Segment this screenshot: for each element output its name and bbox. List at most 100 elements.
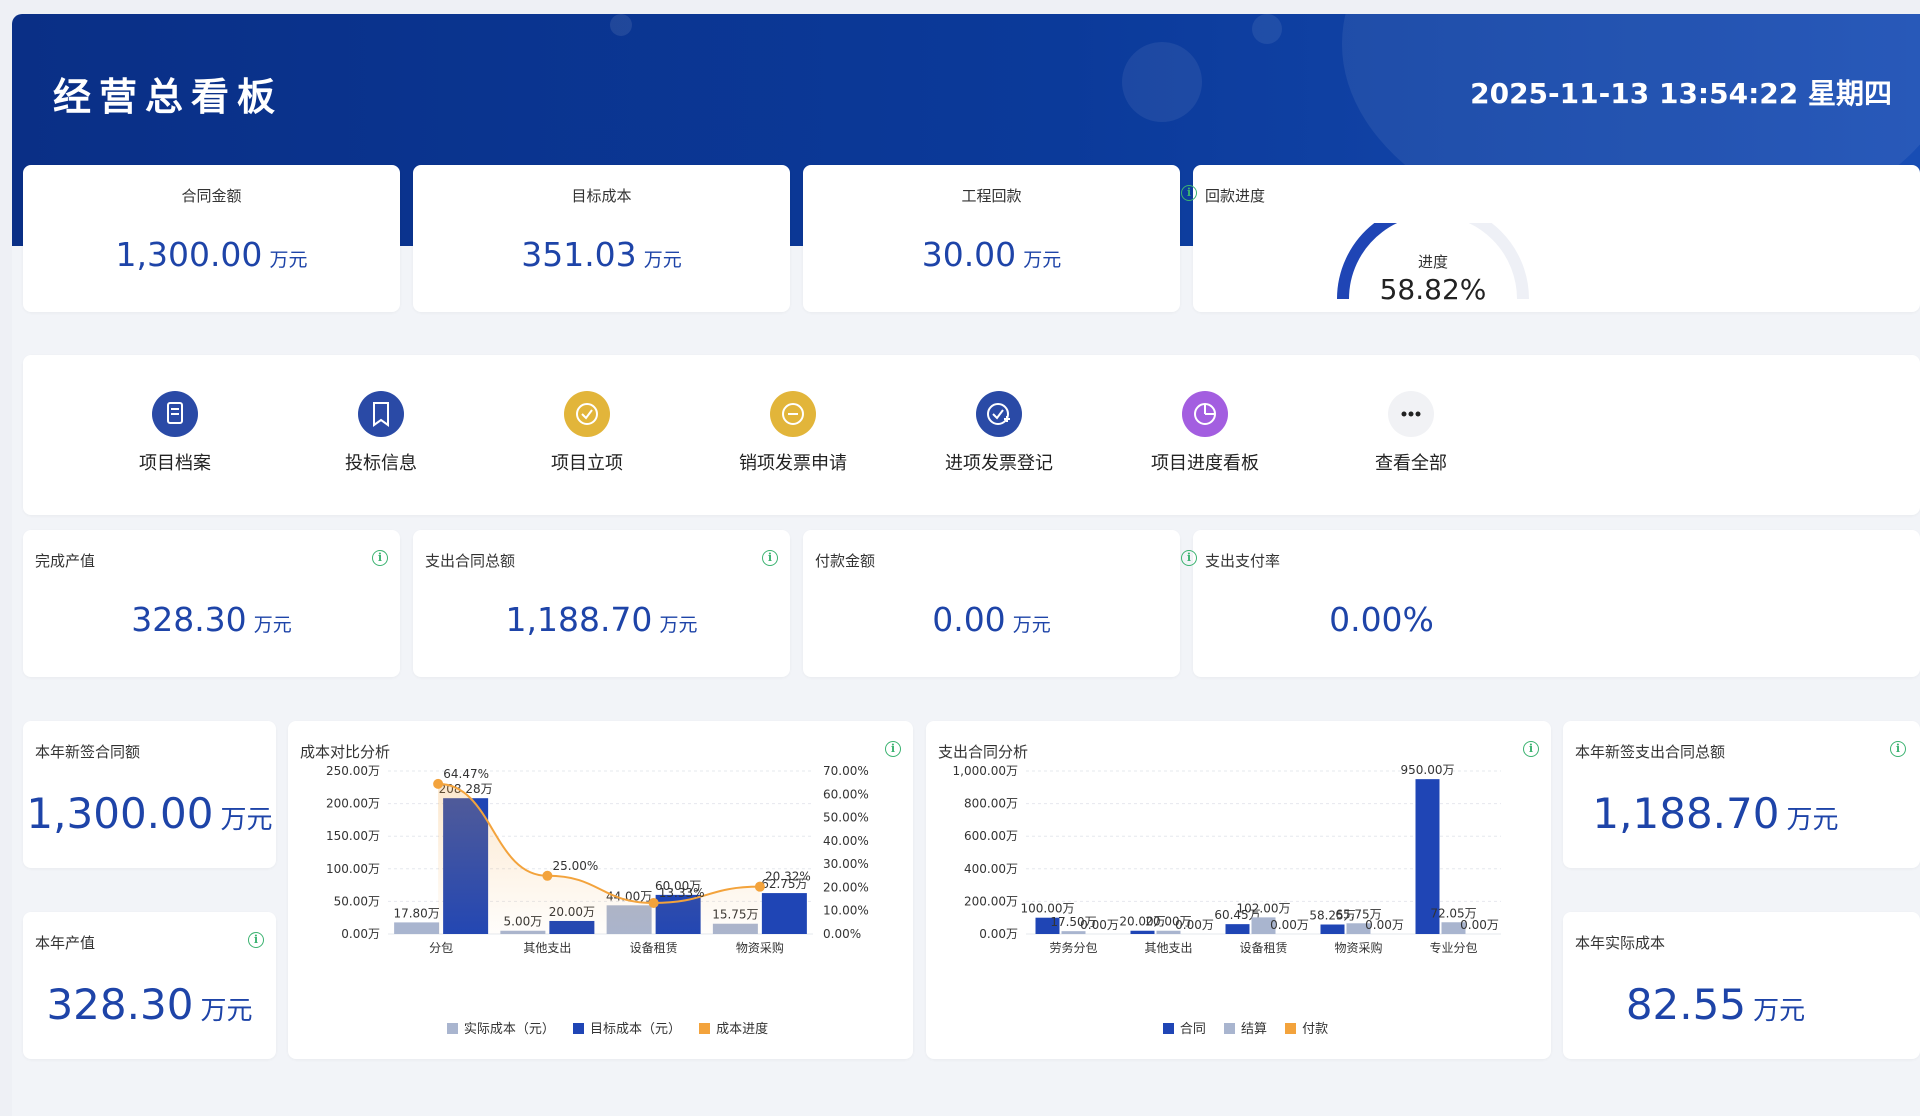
payment-rate-value: 0.00% (1329, 600, 1434, 639)
bookmark-icon (358, 391, 404, 437)
bar (1346, 923, 1371, 934)
info-icon[interactable]: i (1181, 550, 1197, 566)
card-title: 工程回款 (961, 187, 1022, 205)
progress-line (438, 782, 760, 904)
gauge-label: 进度 (1418, 253, 1448, 271)
contract-amount-value: 1,300.00 万元 (115, 235, 308, 274)
shortcut-label: 项目立项 (551, 453, 623, 474)
new-contract-card[interactable]: 本年新签合同额 1,300.00 万元 (23, 721, 276, 868)
card-title: 合同金额 (181, 187, 242, 205)
shortcut-purchase-invoice[interactable]: 进项发票登记 (919, 391, 1079, 475)
target-cost-card[interactable]: 目标成本 351.03 万元 (413, 165, 790, 312)
payment-rate-card[interactable]: 支出支付率 i 0.00% (1181, 530, 1920, 677)
legend-label: 合同 (1179, 1022, 1206, 1037)
card-title: 付款金额 (815, 552, 876, 570)
legend-label: 付款 (1302, 1022, 1329, 1037)
info-icon[interactable]: i (1181, 185, 1197, 201)
line-area (438, 783, 760, 934)
shortcut-label: 项目进度看板 (1151, 453, 1259, 474)
shortcut-bid-info[interactable]: 投标信息 (301, 391, 461, 475)
payback-gauge: 进度 58.82% (1337, 223, 1529, 303)
shortcut-project-initiation[interactable]: 项目立项 (507, 391, 667, 475)
bar (1225, 924, 1250, 934)
y-tick-label: 250.00万 (326, 764, 380, 778)
shortcut-project-archive[interactable]: 项目档案 (95, 391, 255, 475)
info-icon[interactable]: i (885, 741, 901, 757)
shortcut-label: 项目档案 (139, 453, 211, 474)
legend-swatch (699, 1023, 711, 1034)
y2-tick-label: 20.00% (823, 880, 869, 894)
shortcut-progress-board[interactable]: 项目进度看板 (1125, 391, 1285, 475)
info-icon[interactable]: i (1523, 741, 1539, 757)
info-icon[interactable]: i (1890, 741, 1906, 757)
legend-swatch (1162, 1023, 1174, 1034)
shortcut-label: 进项发票登记 (945, 453, 1053, 474)
info-icon[interactable]: i (372, 550, 388, 566)
chart-legend: 实际成本（元） 目标成本（元） 成本进度 (288, 1018, 913, 1037)
new-expense-contract-card[interactable]: 本年新签支出合同总额 i 1,188.70 万元 (1563, 721, 1920, 868)
y2-tick-label: 40.00% (823, 834, 869, 848)
bar (1061, 931, 1086, 934)
annual-output-value: 328.30 万元 (46, 980, 253, 1029)
expense-contract-total-card[interactable]: 支出合同总额 i 1,188.70 万元 (413, 530, 790, 677)
card-title: 支出合同总额 (425, 552, 516, 570)
expense-contract-total-value: 1,188.70 万元 (505, 600, 698, 639)
minus-circle-icon (770, 391, 816, 437)
shortcut-label: 查看全部 (1375, 453, 1447, 474)
gauge-value: 58.82% (1380, 273, 1487, 303)
bar-data-label: 0.00万 (1080, 918, 1119, 932)
target-cost-value: 351.03 万元 (521, 235, 682, 274)
line-point (433, 778, 444, 789)
card-title: 本年新签合同额 (35, 743, 141, 761)
project-payback-card[interactable]: 工程回款 30.00 万元 (803, 165, 1180, 312)
info-icon[interactable]: i (248, 932, 264, 948)
payback-progress-card[interactable]: 回款进度 i 进度 58.82% (1181, 165, 1920, 312)
y-tick-label: 200.00万 (964, 894, 1018, 908)
new-contract-value: 1,300.00 万元 (26, 789, 273, 838)
x-tick-label: 专业分包 (1429, 940, 1477, 955)
line-data-label: 13.33% (659, 886, 705, 900)
bar (1130, 930, 1155, 934)
shortcut-view-all[interactable]: 查看全部 (1331, 391, 1491, 475)
file-icon (152, 391, 198, 437)
legend-label: 成本进度 (716, 1022, 769, 1037)
bar-data-label: 102.00万 (1237, 901, 1291, 915)
line-data-label: 20.32% (765, 870, 811, 884)
shortcut-sales-invoice[interactable]: 销项发票申请 (713, 391, 873, 475)
line-data-label: 25.00% (552, 859, 598, 873)
bar-data-label: 100.00万 (1021, 902, 1075, 916)
actual-cost-card[interactable]: 本年实际成本 82.55 万元 (1563, 912, 1920, 1059)
y-tick-label: 600.00万 (964, 829, 1018, 843)
y2-tick-label: 30.00% (823, 857, 869, 871)
card-title: 完成产值 (35, 552, 96, 570)
y-tick-label: 150.00万 (326, 829, 380, 843)
y2-tick-label: 70.00% (823, 764, 869, 778)
payment-amount-card[interactable]: 付款金额 0.00 万元 (803, 530, 1180, 677)
info-icon[interactable]: i (762, 550, 778, 566)
y2-tick-label: 0.00% (823, 927, 861, 941)
line-point (542, 870, 553, 881)
bar-data-label: 60.45万 (1214, 908, 1260, 922)
annual-output-card[interactable]: 本年产值 i 328.30 万元 (23, 912, 276, 1059)
completed-output-card[interactable]: 完成产值 i 328.30 万元 (23, 530, 400, 677)
project-payback-value: 30.00 万元 (921, 235, 1062, 274)
x-tick-label: 设备租赁 (1239, 941, 1287, 955)
x-tick-label: 设备租赁 (630, 941, 678, 955)
chart-title: 支出合同分析 (938, 743, 1029, 761)
contract-amount-card[interactable]: 合同金额 1,300.00 万元 (23, 165, 400, 312)
bar (1035, 917, 1060, 934)
bar-data-label: 65.75万 (1335, 907, 1381, 921)
bar-data-label: 17.50万 (1050, 915, 1096, 929)
x-tick-label: 物资采购 (1334, 940, 1382, 955)
y-tick-label: 0.00万 (979, 927, 1018, 941)
legend-swatch (572, 1023, 584, 1034)
x-tick-label: 其他支出 (1144, 941, 1192, 955)
new-expense-contract-value: 1,188.70 万元 (1592, 789, 1839, 838)
bar-data-label: 62.75万 (761, 877, 807, 891)
card-title: 目标成本 (571, 187, 632, 205)
check-circle-icon (564, 391, 610, 437)
bar-data-label: 17.80万 (393, 906, 439, 920)
bar-data-label: 20.00万 (1145, 915, 1191, 929)
bar (1156, 930, 1181, 934)
legend-label: 结算 (1240, 1022, 1267, 1037)
